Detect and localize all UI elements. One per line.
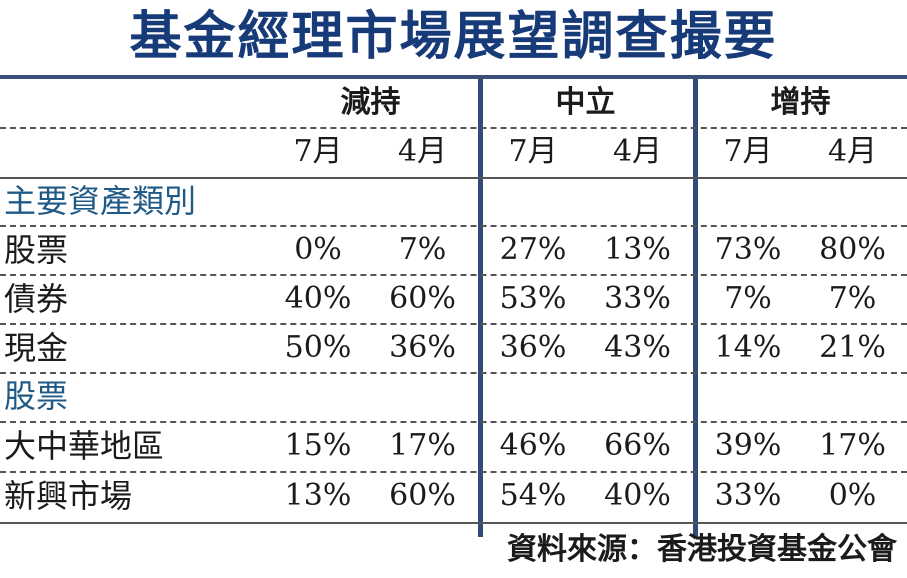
section-heading-equities: 股票 [4,377,69,415]
table-cell: 60% [389,478,456,513]
table-cell: 14% [714,330,782,365]
table-cell: 36% [499,330,567,365]
bottom-rule [0,522,907,524]
table-cell: 7% [398,232,447,267]
table-cell: 53% [499,281,567,316]
group-header-increase: 增持 [770,85,831,120]
table-cell: 33% [714,478,782,513]
table-cell: 60% [389,281,456,316]
table-cell: 13% [284,478,352,513]
table-cell: 21% [819,330,886,365]
month-header: 7月 [508,134,558,169]
table-cell: 40% [284,281,352,316]
row-label: 債券 [4,280,69,318]
page-title: 基金經理市場展望調查撮要 [129,7,778,67]
month-header: 7月 [293,134,343,169]
table-cell: 36% [389,330,456,365]
month-header: 4月 [612,134,663,169]
table-cell: 0% [294,232,342,267]
table-cell: 7% [828,281,877,316]
row-divider [0,225,907,227]
table-cell: 50% [284,330,352,365]
table-cell: 7% [724,281,772,316]
row-divider [0,323,907,325]
row-label: 新興市場 [4,477,133,515]
table-cell: 54% [499,478,567,513]
row-divider [0,421,907,423]
table-cell: 15% [284,428,352,463]
table-cell: 73% [714,232,782,267]
table-cell: 40% [604,478,671,513]
table-cell: 46% [499,428,567,463]
table-cell: 27% [499,232,567,267]
table-cell: 17% [819,428,886,463]
top-rule [0,75,907,79]
table-cell: 80% [819,232,886,267]
row-label: 現金 [4,329,69,367]
group-header-neutral: 中立 [555,85,616,120]
month-header: 4月 [397,134,448,169]
header-divider [0,127,907,129]
table-cell: 13% [604,232,671,267]
row-divider [0,372,907,374]
column-divider-1 [478,79,483,537]
row-label: 大中華地區 [4,427,165,465]
table-cell: 17% [389,428,456,463]
table-cell: 33% [604,281,671,316]
month-divider [0,177,907,179]
table-cell: 0% [828,478,877,513]
section-heading-asset-class: 主要資產類別 [4,182,197,220]
row-divider [0,274,907,276]
table-cell: 66% [604,428,671,463]
month-header: 4月 [827,134,878,169]
row-label: 股票 [4,231,69,269]
row-divider [0,471,907,473]
group-header-reduce: 減持 [340,85,401,120]
source-note: 資料來源：香港投資基金公會 [507,532,897,567]
column-divider-2 [693,79,698,537]
table-cell: 39% [714,428,782,463]
month-header: 7月 [723,134,773,169]
table-cell: 43% [604,330,671,365]
